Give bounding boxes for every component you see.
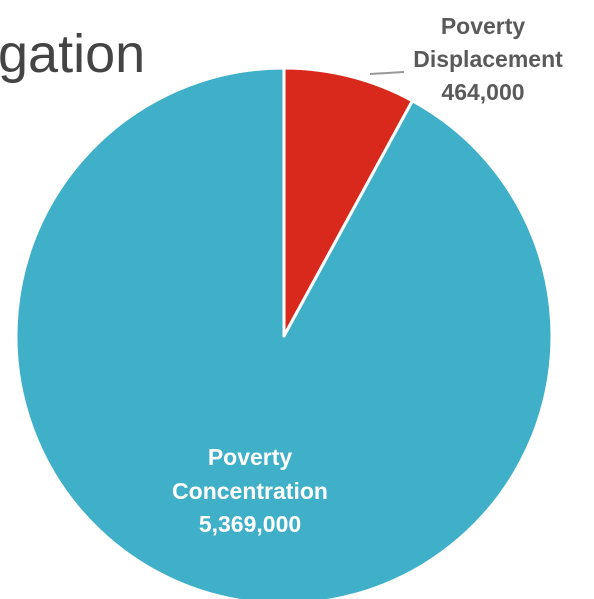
concentration-value-label: 5,369,000: [199, 511, 301, 537]
displacement-leader-line: [369, 71, 405, 75]
displacement-label-line1: Poverty: [441, 13, 526, 39]
pie-slice-poverty-concentration: [14, 66, 554, 599]
pie-slice-poverty-displacement: [282, 66, 414, 338]
concentration-label-line2: Concentration: [172, 478, 328, 504]
chart-title: gation: [0, 24, 145, 84]
displacement-value-label: 464,000: [441, 79, 524, 105]
displacement-label-line2: Displacement: [413, 46, 563, 72]
pie-slices: [14, 66, 554, 599]
concentration-label-line1: Poverty: [208, 444, 293, 470]
